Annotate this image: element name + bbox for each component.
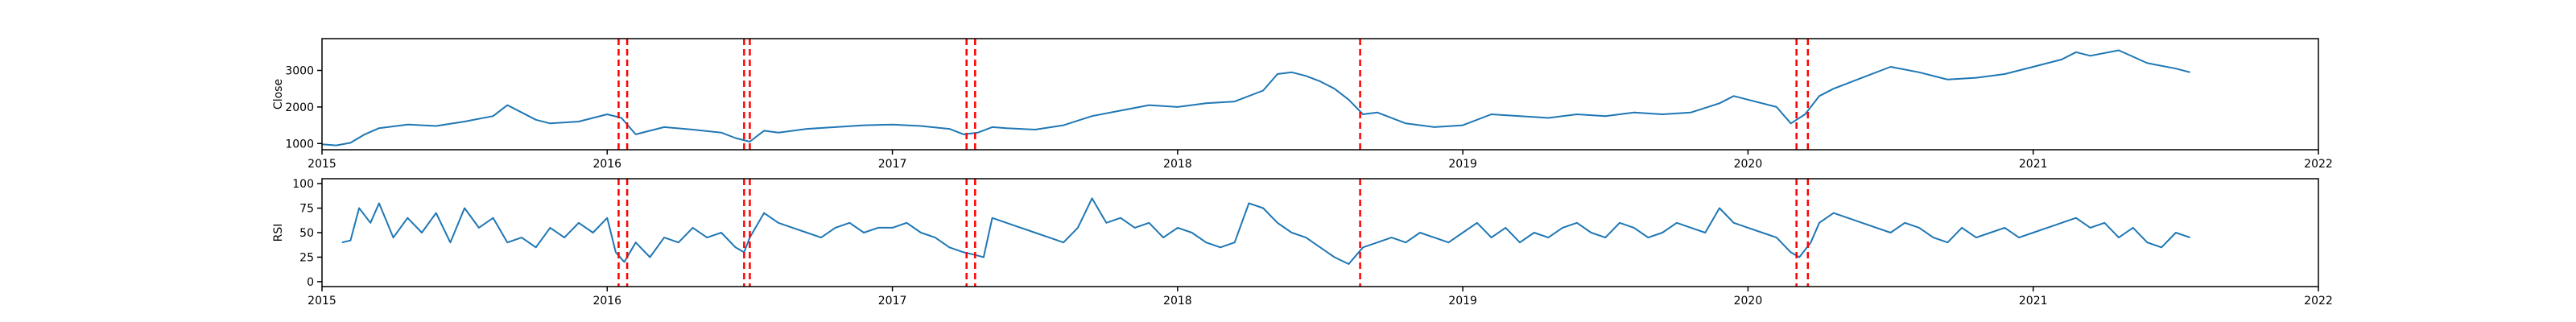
close-x-tick-label: 2019: [1448, 158, 1477, 171]
rsi-y-tick-label: 50: [299, 227, 314, 240]
close-x-tick-label: 2018: [1163, 158, 1192, 171]
rsi-y-tick-label: 25: [299, 251, 314, 264]
close-y-tick-label: 3000: [285, 64, 314, 77]
rsi-event-lines: [617, 179, 1810, 287]
rsi-series-group: [341, 197, 2190, 265]
close-y-tick-label: 2000: [285, 101, 314, 114]
close-plot-frame: [321, 38, 2319, 151]
close-series-group: [321, 49, 2190, 147]
rsi-panel: 2015 2016 2017 2018 2019 2020 2021 2022 0 25 50 75…: [272, 178, 2333, 308]
close-x-tick-label: 2016: [592, 158, 621, 171]
close-x-tick-label: 2017: [878, 158, 907, 171]
close-series-line-0: [321, 49, 2190, 147]
close-x-tick-label: 2015: [308, 158, 336, 171]
rsi-x-tick-label: 2016: [592, 295, 621, 308]
rsi-y-tick-label: 100: [292, 178, 314, 191]
rsi-x-tick-label: 2020: [1734, 295, 1763, 308]
rsi-x-tick-label: 2018: [1163, 295, 1192, 308]
close-event-lines: [617, 39, 1810, 150]
rsi-ylabel: RSI: [272, 224, 285, 242]
rsi-x-tick-label: 2017: [878, 295, 907, 308]
close-y-tick-label: 1000: [285, 138, 314, 151]
rsi-x-tick-label: 2015: [308, 295, 336, 308]
rsi-x-tick-label: 2021: [2019, 295, 2048, 308]
rsi-y-ticks: 0 25 50 75 100: [292, 178, 322, 289]
close-panel: 2015 2016 2017 2018 2019 2020 2021 2022 1000 200…: [272, 38, 2333, 171]
close-y-ticks: 1000 2000 3000: [285, 64, 322, 151]
close-x-tick-label: 2021: [2019, 158, 2048, 171]
rsi-x-tick-label: 2019: [1448, 295, 1477, 308]
close-x-ticks: 2015 2016 2017 2018 2019 2020 2021 2022: [308, 150, 2333, 171]
close-x-tick-label: 2022: [2304, 158, 2333, 171]
close-ylabel: Close: [272, 79, 285, 109]
rsi-x-tick-label: 2022: [2304, 295, 2333, 308]
rsi-x-ticks: 2015 2016 2017 2018 2019 2020 2021 2022: [308, 287, 2333, 308]
rsi-series-line-0: [341, 197, 2190, 265]
rsi-y-tick-label: 0: [307, 276, 314, 289]
rsi-y-tick-label: 75: [299, 203, 314, 216]
rsi-plot-frame: [321, 178, 2319, 287]
close-x-tick-label: 2020: [1734, 158, 1763, 171]
